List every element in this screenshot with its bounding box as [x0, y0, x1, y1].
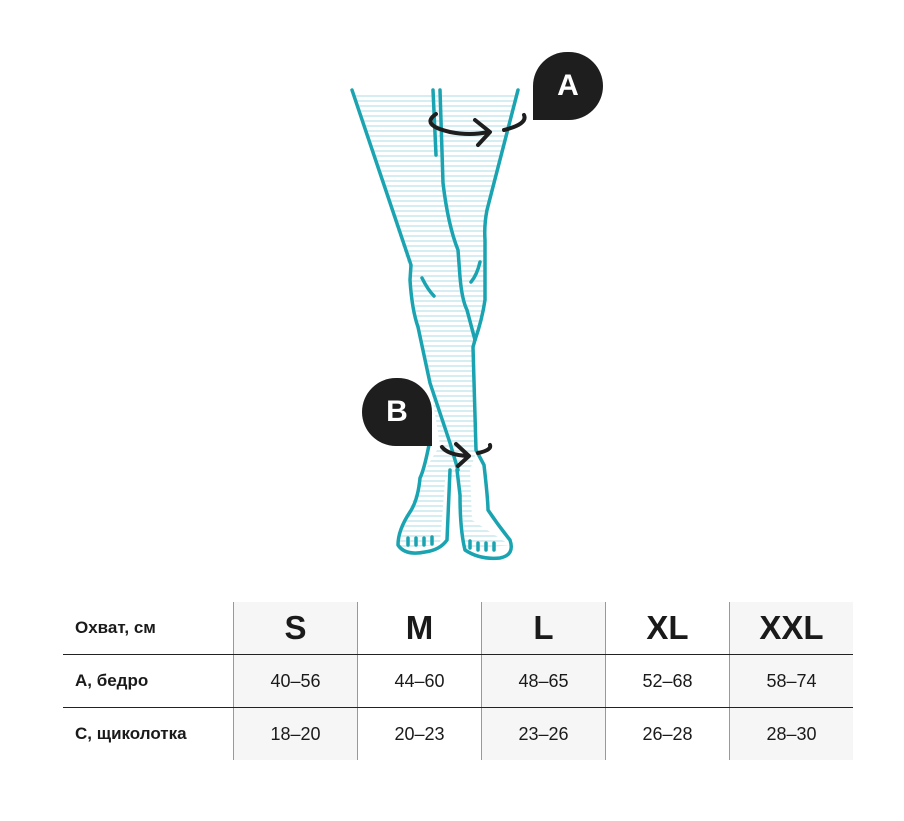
size-xl: XL	[605, 602, 730, 655]
right-leg-outer	[455, 88, 520, 561]
cell: 20–23	[357, 707, 482, 760]
header-label: Охват, см	[63, 602, 234, 655]
cell: 44–60	[357, 654, 482, 708]
arrow-a-icon	[428, 112, 492, 147]
cell: 48–65	[481, 654, 606, 708]
cell: 58–74	[729, 654, 853, 708]
arrow-b-tail	[476, 443, 493, 455]
size-s: S	[233, 602, 358, 655]
table-header-row: Охват, см S M L XL XXL	[63, 602, 853, 655]
badge-b: B	[362, 378, 432, 446]
right-leg-inner	[438, 88, 477, 342]
arrow-a-tail	[502, 113, 527, 132]
table-row: A, бедро 40–56 44–60 48–65 52–68 58–74	[63, 654, 853, 708]
arrow-b-icon	[440, 442, 471, 468]
legs-illustration	[350, 88, 527, 561]
size-l: L	[481, 602, 606, 655]
toes-left	[406, 535, 434, 547]
right-leg-inner-2	[431, 88, 438, 157]
toes-right	[468, 539, 496, 552]
knee-right	[469, 260, 482, 284]
badge-a: A	[533, 52, 603, 120]
table-row: C, щиколотка 18–20 20–23 23–26 26–28 28–…	[63, 707, 853, 760]
cell: 26–28	[605, 707, 730, 760]
cell: 40–56	[233, 654, 358, 708]
knee-left	[420, 276, 436, 298]
cell: 28–30	[729, 707, 853, 760]
cell: 23–26	[481, 707, 606, 760]
cell: 52–68	[605, 654, 730, 708]
size-m: M	[357, 602, 482, 655]
size-table: Охват, см S M L XL XXL A, бедро 40–56 44…	[63, 602, 853, 760]
cell: 18–20	[233, 707, 358, 760]
left-leg-outer	[350, 88, 460, 472]
row-label: A, бедро	[63, 654, 234, 708]
left-foot	[396, 443, 452, 555]
row-label: C, щиколотка	[75, 724, 187, 743]
size-xxl: XXL	[729, 602, 853, 655]
